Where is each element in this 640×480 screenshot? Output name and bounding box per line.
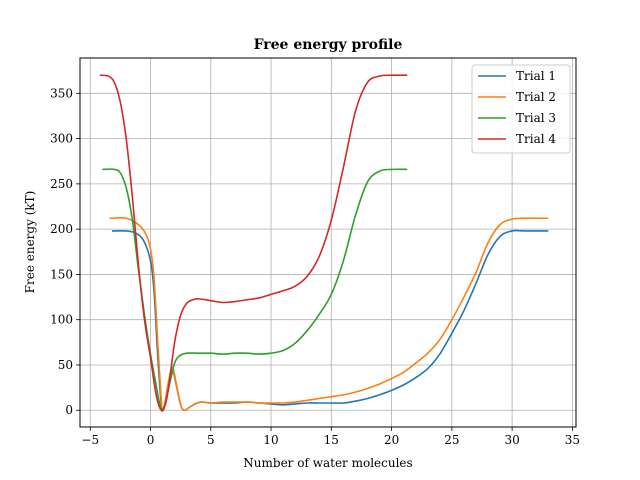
- x-tick-label: 5: [207, 433, 215, 447]
- x-tick-label: 15: [324, 433, 339, 447]
- x-axis-ticks: −5 0 5 10 15 20 25 30 35: [81, 427, 580, 447]
- plot-frame: [79, 57, 577, 428]
- x-tick-label: 35: [565, 433, 580, 447]
- x-tick-label: −5: [81, 433, 99, 447]
- y-tick-label: 150: [50, 267, 73, 281]
- series-lines: [99, 74, 549, 413]
- y-axis-label: Free energy (kT): [23, 191, 37, 294]
- x-tick-label: 30: [504, 433, 519, 447]
- x-tick-label: 0: [147, 433, 155, 447]
- y-tick-label: 100: [50, 313, 73, 327]
- legend-label-trial-4: Trial 4: [516, 132, 556, 146]
- legend-box: [471, 64, 571, 154]
- legend: Trial 1 Trial 2 Trial 3 Trial 4: [471, 64, 571, 154]
- y-tick-label: 0: [65, 403, 73, 417]
- x-tick-label: 25: [444, 433, 459, 447]
- y-tick-label: 200: [50, 222, 73, 236]
- legend-label-trial-3: Trial 3: [516, 111, 556, 125]
- x-axis-label: Number of water molecules: [243, 456, 412, 470]
- legend-label-trial-1: Trial 1: [516, 69, 556, 83]
- y-tick-label: 300: [50, 132, 73, 146]
- legend-label-trial-2: Trial 2: [516, 90, 556, 104]
- y-tick-label: 50: [58, 358, 73, 372]
- x-tick-label: 20: [384, 433, 399, 447]
- y-tick-label: 350: [50, 86, 73, 100]
- x-tick-label: 10: [263, 433, 278, 447]
- chart-title: Free energy profile: [254, 37, 403, 53]
- y-tick-label: 250: [50, 177, 73, 191]
- y-axis-ticks: 0 50 100 150 200 250 300 350: [50, 86, 80, 417]
- series-line-trial-4: [99, 74, 408, 412]
